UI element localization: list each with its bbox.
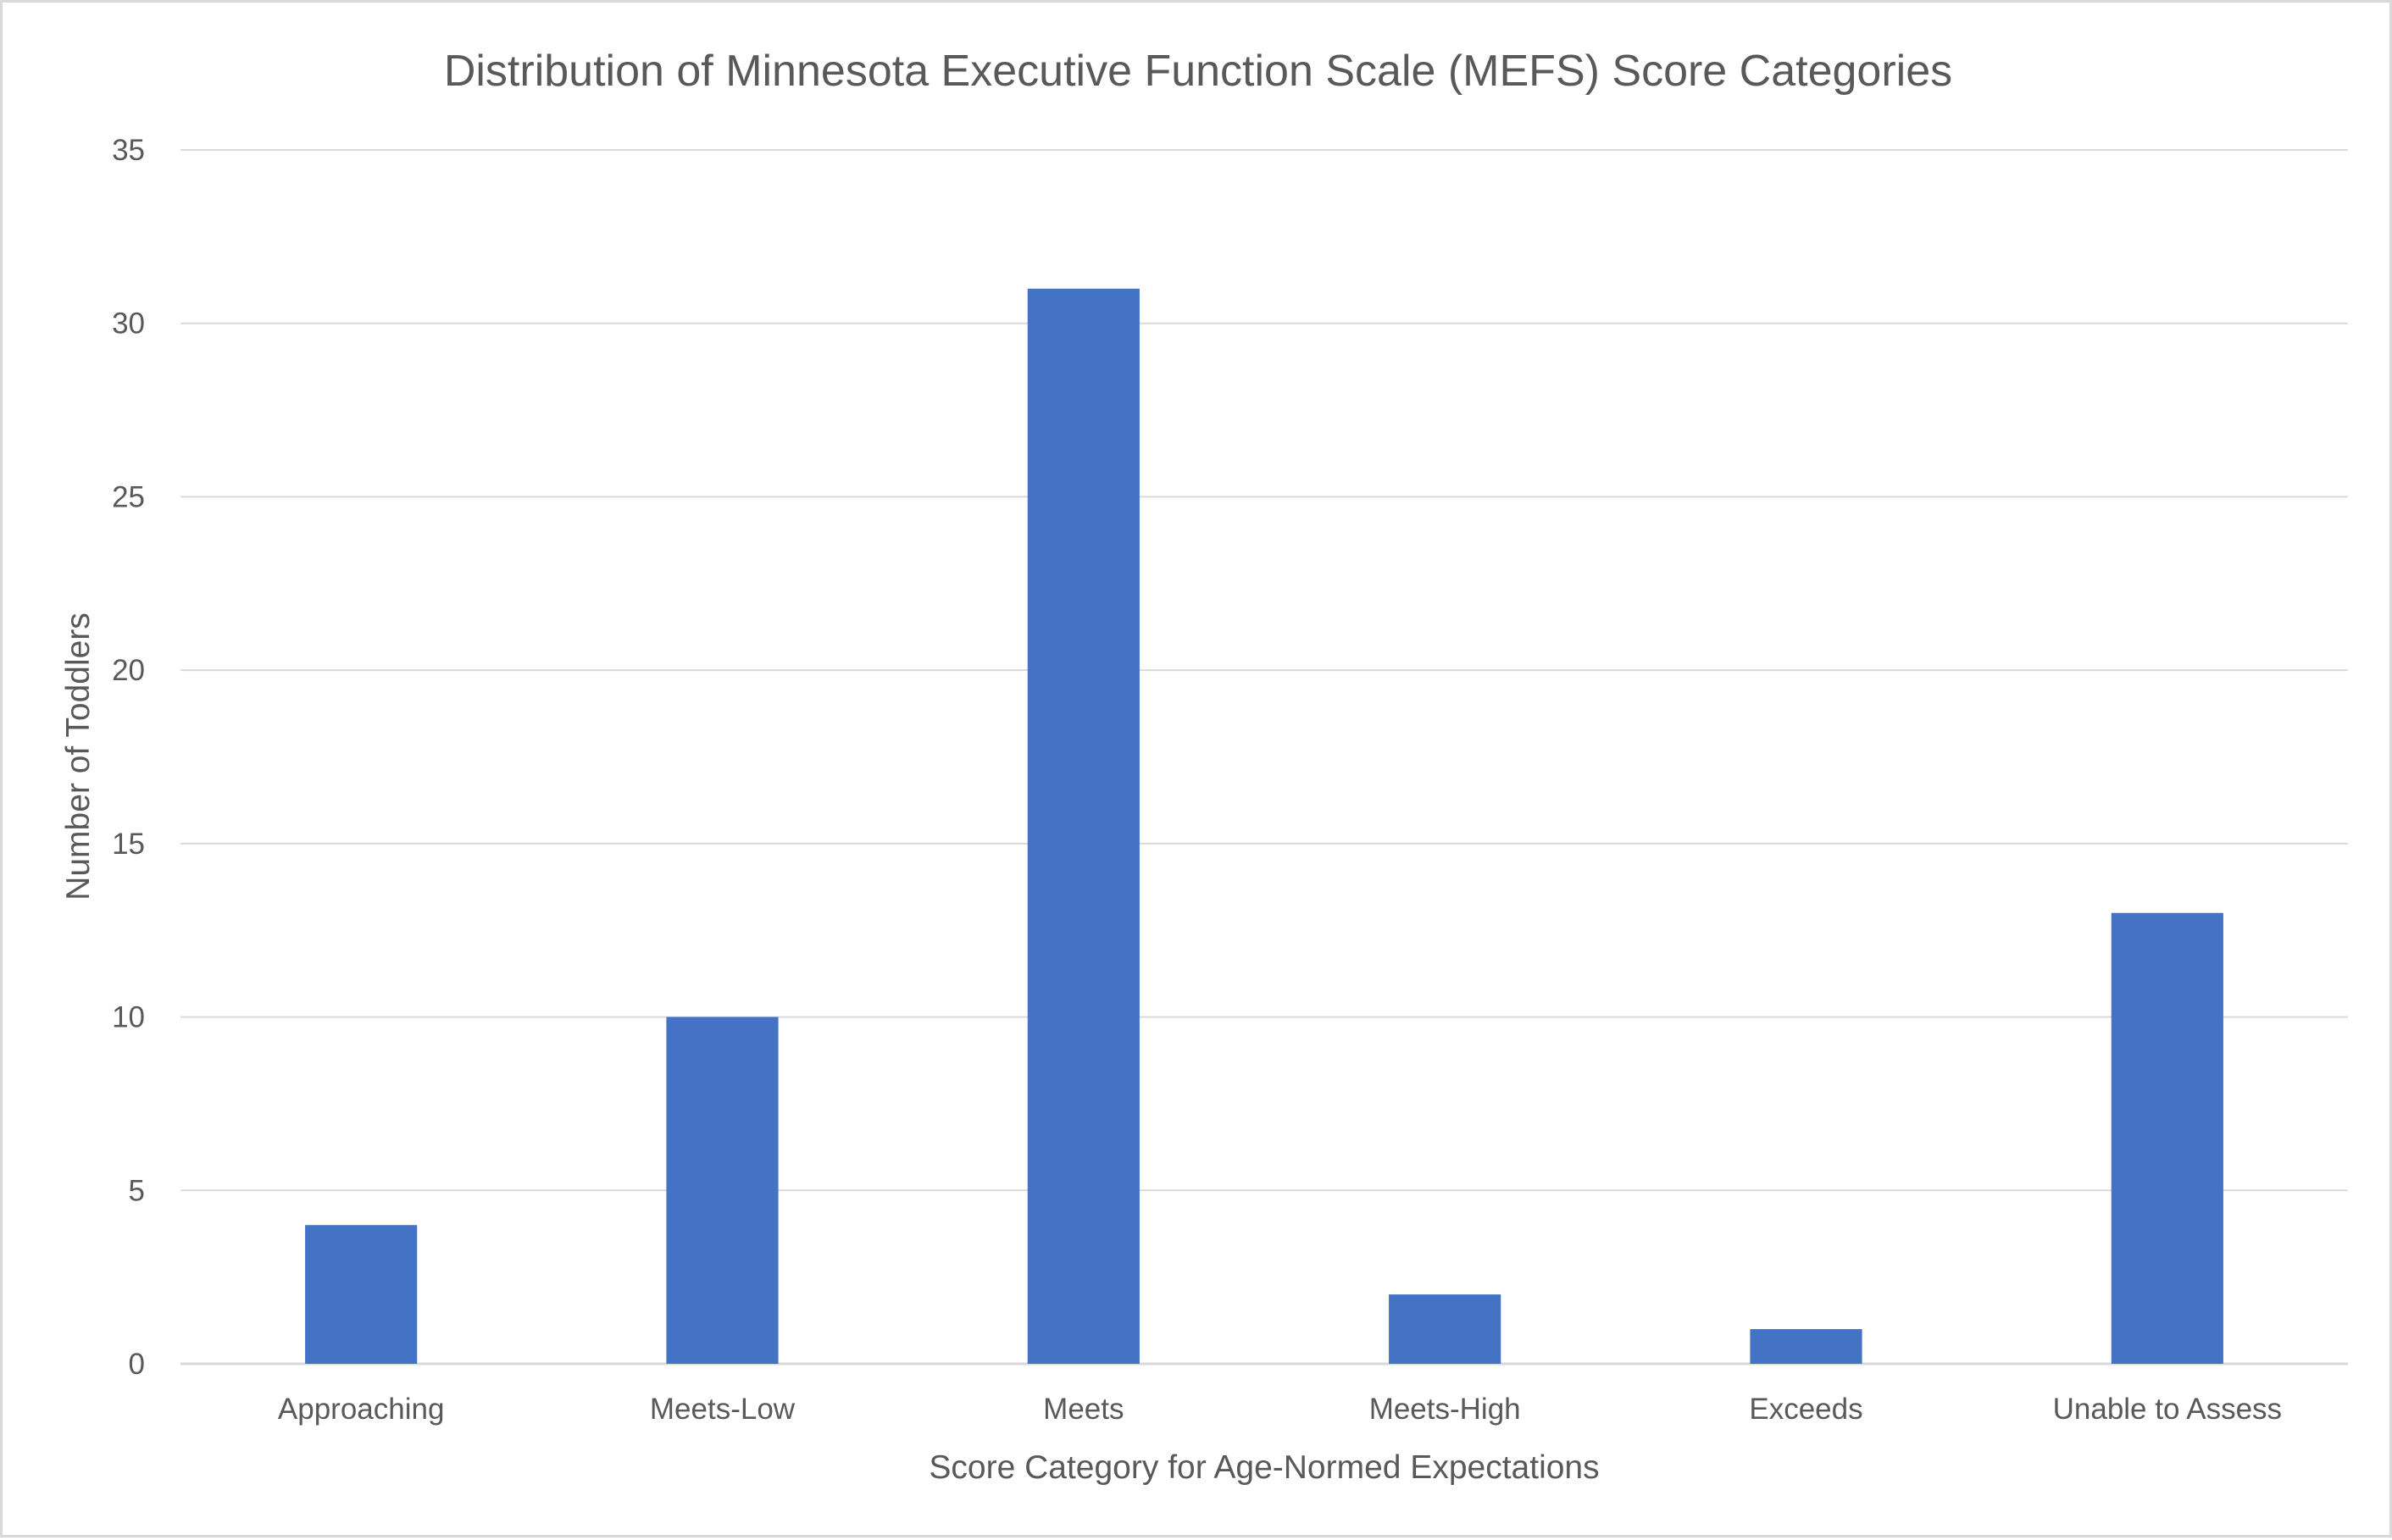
bar-exceeds xyxy=(1750,1329,1862,1364)
bar-approaching xyxy=(305,1225,418,1364)
bars xyxy=(305,288,2223,1364)
x-tick-label: Exceeds xyxy=(1749,1393,1862,1426)
x-axis-title: Score Category for Age-Normed Expectatio… xyxy=(929,1449,1599,1486)
x-tick-label: Unable to Assess xyxy=(2053,1393,2282,1426)
y-axis-title: Number of Toddlers xyxy=(60,612,97,900)
bar-meets-high xyxy=(1389,1294,1501,1364)
bar-meets xyxy=(1027,288,1140,1364)
y-tick-label: 5 xyxy=(129,1174,145,1207)
bar-chart: Distribution of Minnesota Executive Func… xyxy=(60,47,2348,1486)
y-tick-label: 0 xyxy=(129,1348,145,1381)
x-tick-label: Meets xyxy=(1043,1393,1124,1426)
x-tick-label: Meets-Low xyxy=(650,1393,796,1426)
x-axis-ticks: Approaching Meets-Low Meets Meets-High Excee… xyxy=(278,1393,2282,1426)
y-tick-label: 10 xyxy=(112,1001,145,1034)
y-axis-ticks: 0 5 10 15 20 25 30 35 xyxy=(112,134,145,1381)
gridlines xyxy=(180,149,2348,1366)
y-tick-label: 35 xyxy=(112,134,145,167)
y-tick-label: 20 xyxy=(112,654,145,687)
x-tick-label: Approaching xyxy=(278,1393,445,1426)
y-tick-label: 15 xyxy=(112,828,145,861)
bar-unable-to-assess xyxy=(2111,912,2223,1364)
bar-meets-low xyxy=(666,1017,779,1364)
y-tick-label: 25 xyxy=(112,480,145,513)
x-tick-label: Meets-High xyxy=(1369,1393,1521,1426)
chart-title: Distribution of Minnesota Executive Func… xyxy=(444,47,1952,96)
y-tick-label: 30 xyxy=(112,307,145,341)
